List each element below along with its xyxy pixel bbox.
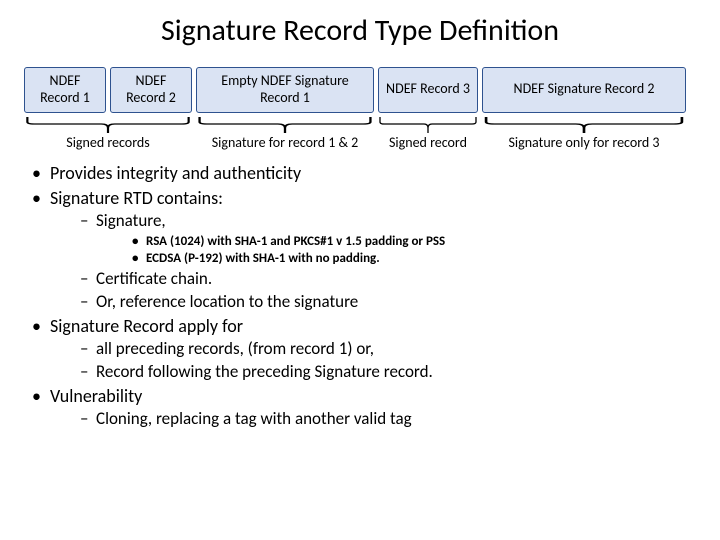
sub-all-preceding: all preceding records, (from record 1) o… <box>80 338 696 361</box>
bracket-signed-records <box>24 115 192 133</box>
sub-following: Record following the preceding Signature… <box>80 361 696 384</box>
ndef-sig-record-2-box: NDEF Signature Record 2 <box>482 67 686 113</box>
captions-row: Signed records Signature for record 1 & … <box>24 135 696 152</box>
bullet-vulnerability: Vulnerability Cloning, replacing a tag w… <box>32 384 696 431</box>
page-title: Signature Record Type Definition <box>24 12 696 49</box>
bracket-row <box>24 115 696 133</box>
bullet-vulnerability-text: Vulnerability <box>50 385 142 407</box>
bullet-list: Provides integrity and authenticity Sign… <box>24 161 696 431</box>
empty-sig-record-1-box: Empty NDEF Signature Record 1 <box>196 67 374 113</box>
subsub-rsa: RSA (1024) with SHA-1 and PKCS#1 v 1.5 p… <box>132 233 696 251</box>
caption-sig-only-3: Signature only for record 3 <box>482 135 686 152</box>
caption-sig-for-1-2: Signature for record 1 & 2 <box>196 135 374 152</box>
sub-signature: Signature, RSA (1024) with SHA-1 and PKC… <box>80 210 696 268</box>
ndef-record-1-box: NDEF Record 1 <box>24 67 106 113</box>
bracket-signed-record <box>378 115 478 133</box>
bracket-sig-for-1-2 <box>196 115 374 133</box>
caption-signed-record: Signed record <box>378 135 478 152</box>
bullet-rtd-contains-text: Signature RTD contains: <box>50 187 223 209</box>
sub-ref-location: Or, reference location to the signature <box>80 291 696 314</box>
bullet-rtd-contains: Signature RTD contains: Signature, RSA (… <box>32 186 696 314</box>
record-boxes-row: NDEF Record 1 NDEF Record 2 Empty NDEF S… <box>24 67 696 113</box>
ndef-record-3-box: NDEF Record 3 <box>378 67 478 113</box>
caption-signed-records: Signed records <box>24 135 192 152</box>
sub-cert-chain: Certificate chain. <box>80 268 696 291</box>
bullet-apply-for: Signature Record apply for all preceding… <box>32 314 696 384</box>
bullet-apply-for-text: Signature Record apply for <box>50 315 243 337</box>
sub-cloning: Cloning, replacing a tag with another va… <box>80 408 696 431</box>
bracket-sig-only-3 <box>482 115 686 133</box>
sub-signature-text: Signature, <box>96 210 166 231</box>
bullet-integrity: Provides integrity and authenticity <box>32 161 696 185</box>
subsub-ecdsa: ECDSA (P-192) with SHA-1 with no padding… <box>132 250 696 268</box>
ndef-record-2-box: NDEF Record 2 <box>110 67 192 113</box>
